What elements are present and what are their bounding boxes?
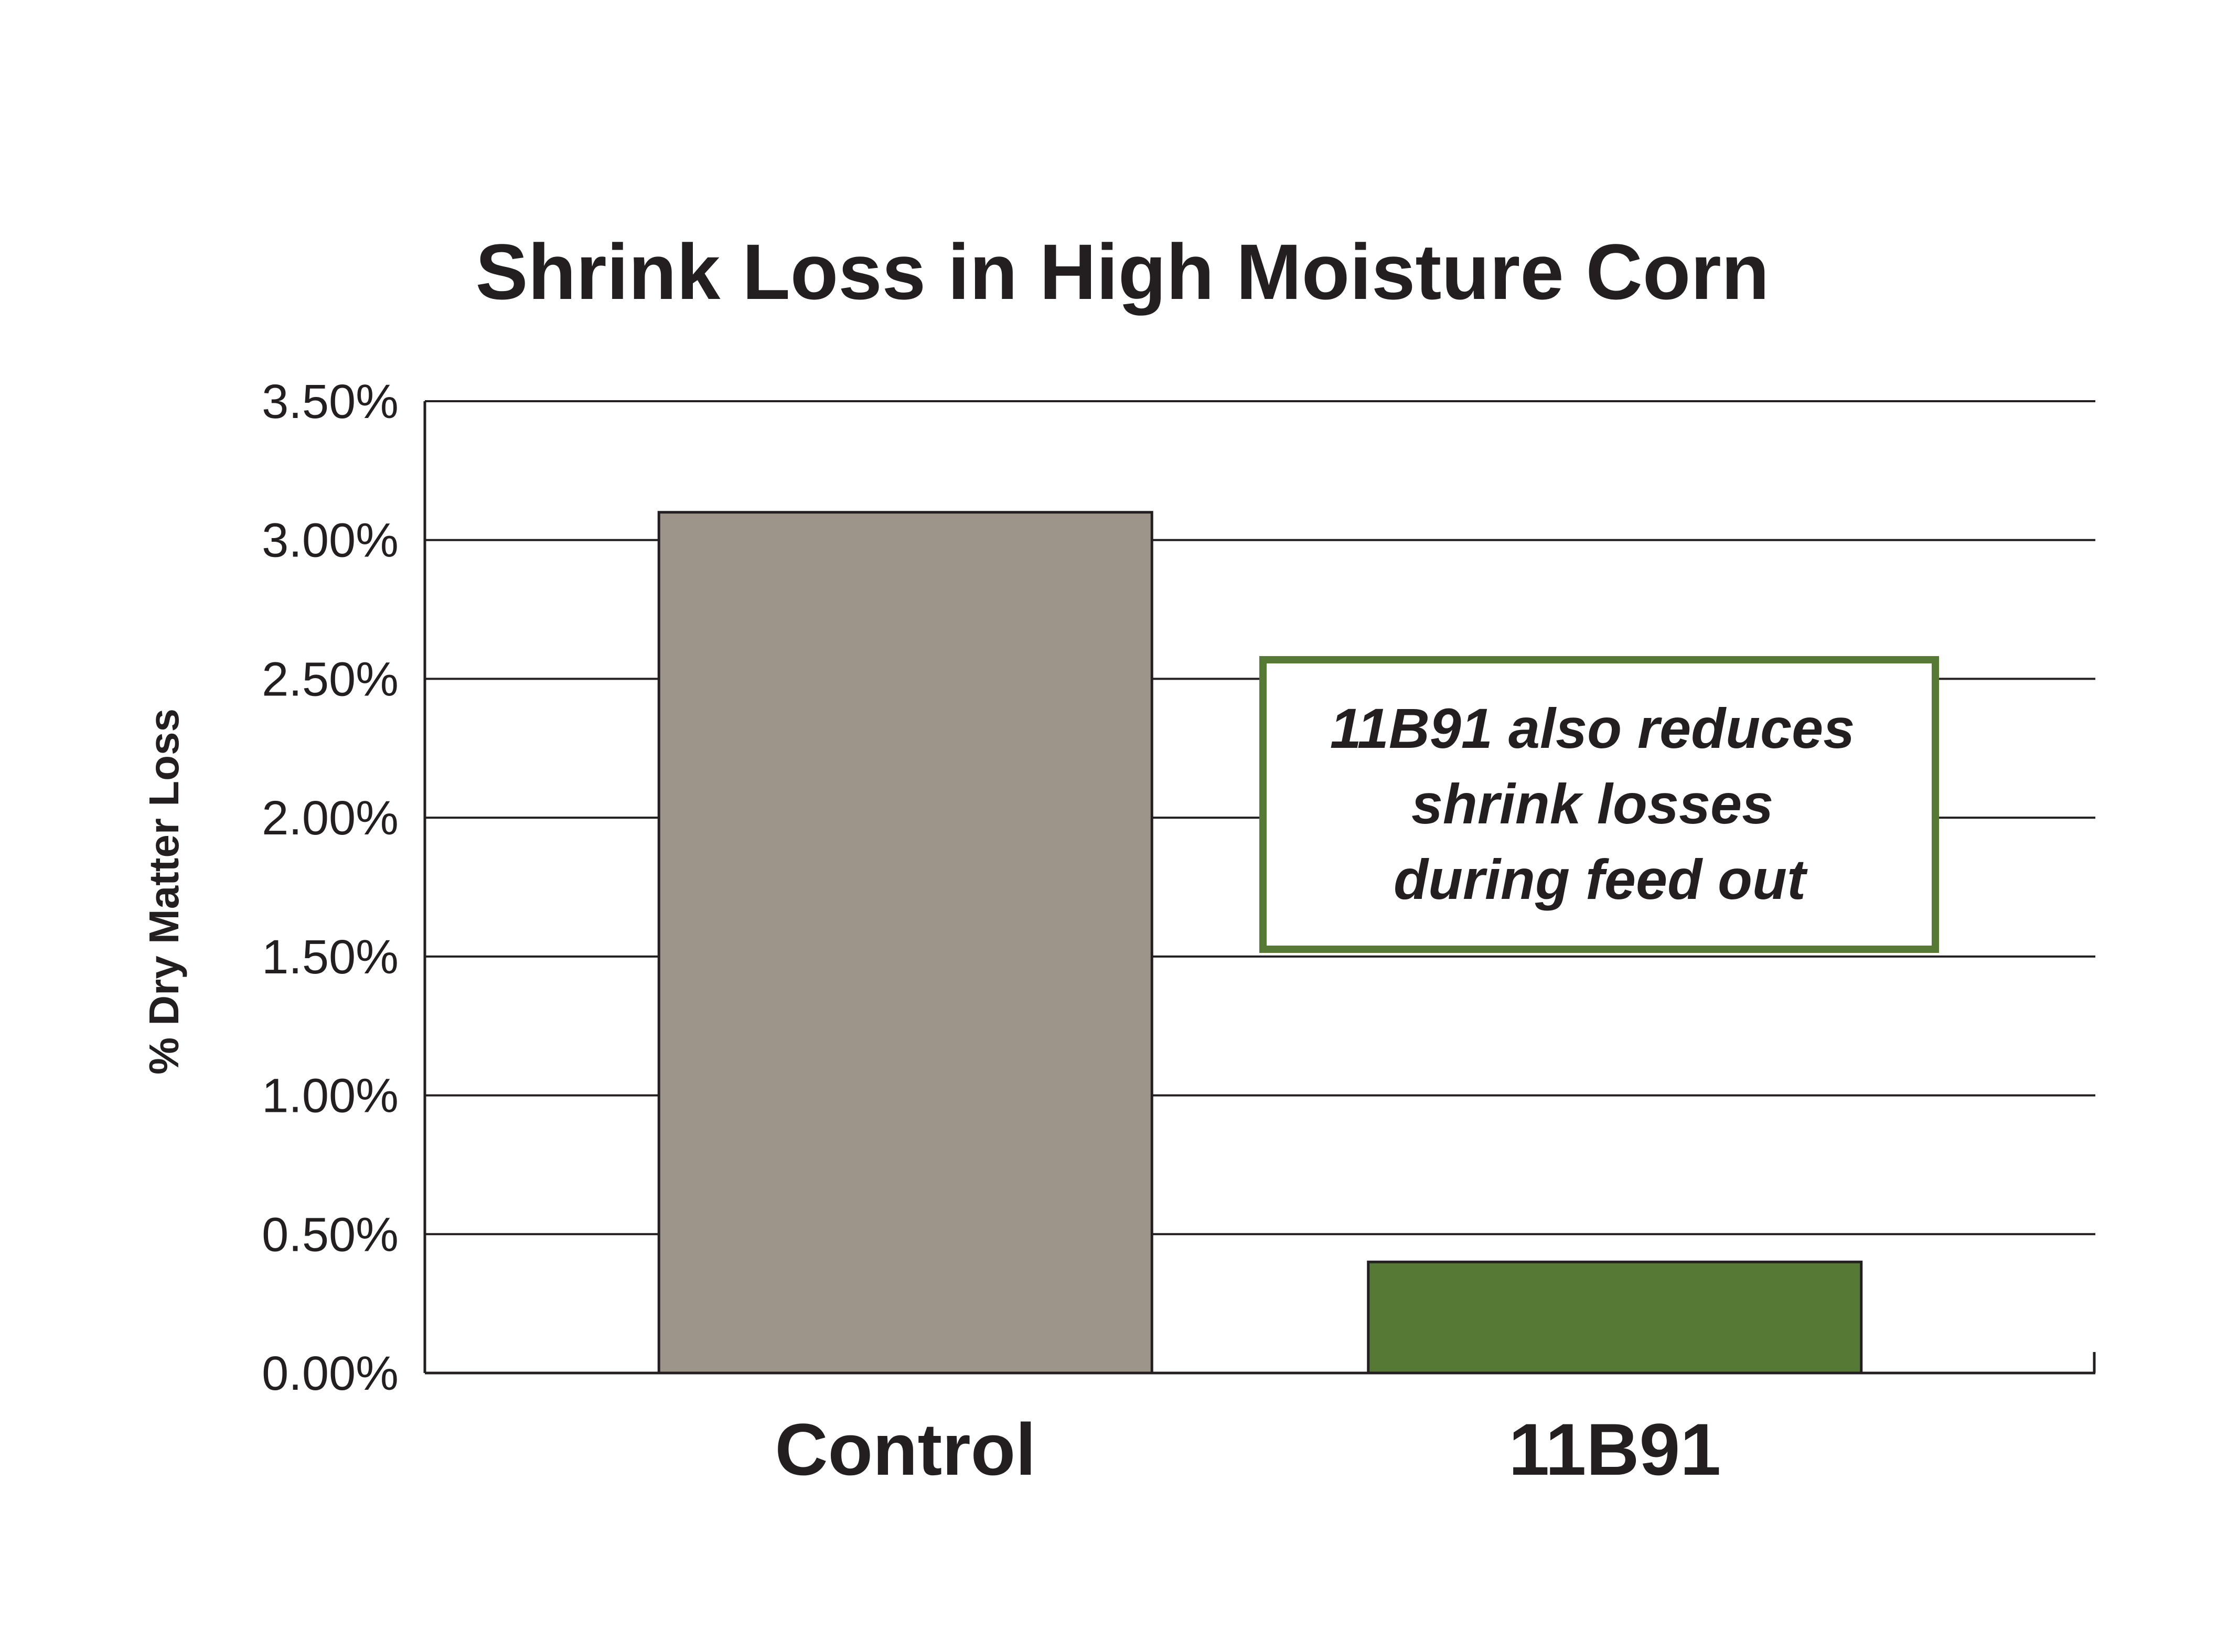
y-axis-label: % Dry Matter Loss [141, 709, 187, 1075]
category-label: Control [775, 1408, 1036, 1490]
bar-control [657, 511, 1153, 1375]
callout-line-2: shrink losses [1411, 772, 1773, 835]
y-tick-label: 1.00% [262, 1069, 399, 1123]
y-tick-label: 3.50% [262, 375, 399, 428]
callout-border [1259, 656, 1939, 953]
chart-title: Shrink Loss in High Moisture Corn [476, 228, 1770, 316]
callout-line-3: during feed out [1394, 848, 1808, 911]
y-tick-label: 2.50% [262, 652, 399, 706]
y-tick-label: 0.50% [262, 1208, 399, 1261]
bar-11b91 [1367, 1260, 1863, 1375]
y-tick-label: 1.50% [262, 930, 399, 984]
y-tick-label: 3.00% [262, 514, 399, 567]
callout-box: 11B91 also reduces shrink losses during … [1259, 656, 1939, 953]
category-label: 11B91 [1508, 1408, 1721, 1490]
y-tick-labels: 0.00% 0.50% 1.00% 1.50% 2.00% 2.50% 3.00% 3.50% [262, 375, 399, 1400]
y-tick-label: 2.00% [262, 791, 399, 845]
y-tick-label: 0.00% [262, 1347, 399, 1400]
callout-line-1: 11B91 also reduces [1330, 696, 1855, 760]
category-labels: Control 11B91 [775, 1408, 1721, 1490]
